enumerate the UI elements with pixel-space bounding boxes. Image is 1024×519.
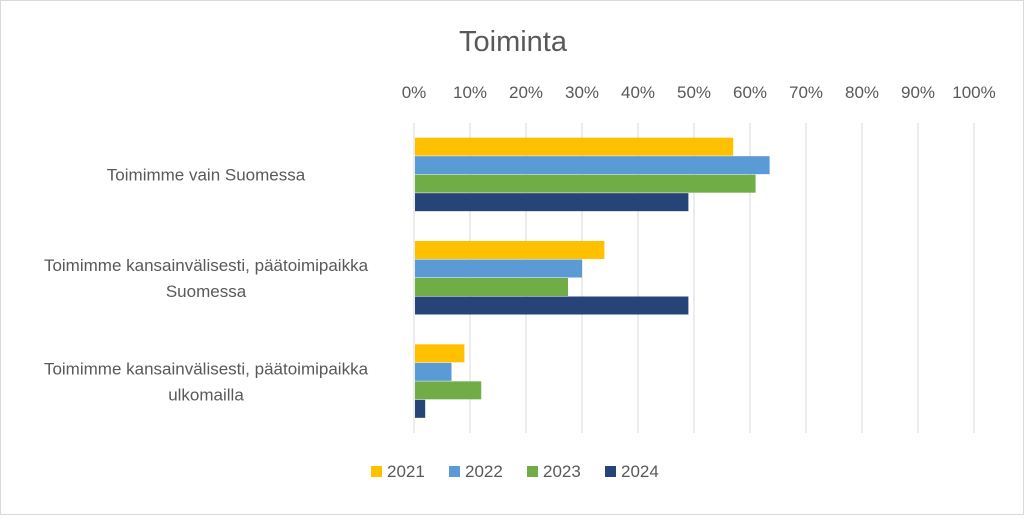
bar-2023 [415, 278, 568, 296]
x-tick-label: 100% [952, 83, 995, 102]
x-tick-label: 60% [733, 83, 767, 102]
x-tick-labels: 0% 10% 20% 30% 40% 50% 60% 70% 80% 90% 100% [402, 83, 996, 102]
legend-swatch [449, 466, 460, 477]
category-label: Toimimme kansainvälisesti, päätoimipaikk… [44, 359, 369, 404]
x-tick-label: 10% [453, 83, 487, 102]
x-tick-label: 30% [565, 83, 599, 102]
legend-label: 2024 [621, 462, 659, 481]
bar-2023 [415, 381, 482, 400]
x-tick-label: 20% [509, 83, 543, 102]
x-tick-label: 90% [901, 83, 935, 102]
legend: 2021 2022 2023 2024 [371, 462, 659, 481]
bar-2024 [415, 193, 689, 212]
legend-label: 2021 [387, 462, 425, 481]
legend-swatch [371, 466, 382, 477]
chart-title: Toiminta [459, 26, 568, 58]
bar-2023 [415, 174, 756, 193]
legend-label: 2022 [465, 462, 503, 481]
legend-swatch [527, 466, 538, 477]
category-labels: Toimimme vain Suomessa Toimimme kansainvä… [44, 166, 369, 405]
bar-2022 [415, 259, 582, 278]
bar-2021 [415, 344, 465, 363]
bar-2024 [415, 296, 689, 315]
bar-2022 [415, 362, 452, 381]
x-tick-label: 70% [789, 83, 823, 102]
bar-2024 [415, 399, 426, 418]
legend-label: 2023 [543, 462, 581, 481]
bar-2021 [415, 241, 605, 259]
x-tick-label: 40% [621, 83, 655, 102]
bar-2021 [415, 137, 734, 156]
bar-2022 [415, 156, 770, 175]
x-tick-label: 80% [845, 83, 879, 102]
x-tick-label: 50% [677, 83, 711, 102]
legend-swatch [605, 466, 616, 477]
x-tick-label: 0% [402, 83, 427, 102]
category-label: Toimimme vain Suomessa [107, 166, 306, 185]
bars [415, 137, 770, 418]
category-label: Toimimme kansainvälisesti, päätoimipaikk… [44, 256, 369, 301]
